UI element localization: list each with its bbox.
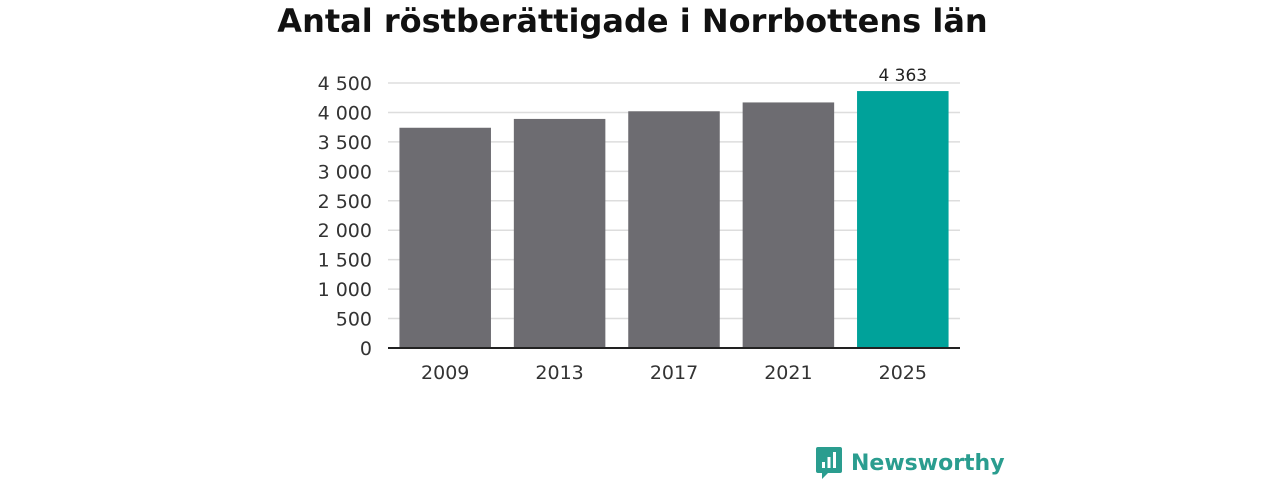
bar-2025 <box>857 91 949 348</box>
y-tick-label: 1 500 <box>318 250 372 272</box>
data-label: 4 363 <box>878 66 927 86</box>
y-tick-label: 1 000 <box>318 279 372 301</box>
bar-chart: 0 500 1 000 1 500 2 000 2 500 3 000 3 500 4 000 4… <box>318 66 960 384</box>
x-tick-label: 2021 <box>764 362 812 384</box>
bars <box>399 91 949 349</box>
brand-name: Newsworthy <box>851 450 1005 476</box>
y-tick-label: 500 <box>336 309 372 331</box>
y-tick-label: 3 000 <box>318 161 372 183</box>
labels: 0 500 1 000 1 500 2 000 2 500 3 000 3 500 4 000 4… <box>318 66 928 384</box>
x-tick-label: 2017 <box>650 362 698 384</box>
newsworthy-logo-icon <box>816 447 842 479</box>
y-tick-label: 3 500 <box>318 132 372 154</box>
bar-2013 <box>513 118 606 348</box>
y-tick-label: 4 000 <box>318 102 372 124</box>
bar-2017 <box>628 111 720 349</box>
bar-2021 <box>742 102 835 348</box>
x-tick-label: 2025 <box>879 362 927 384</box>
y-tick-label: 4 500 <box>318 73 372 95</box>
y-tick-label: 2 500 <box>318 191 372 213</box>
y-tick-label: 0 <box>360 338 372 360</box>
brand-logo: Newsworthy <box>815 446 1005 480</box>
y-tick-label: 2 000 <box>318 220 372 242</box>
x-tick-label: 2009 <box>421 362 469 384</box>
x-tick-label: 2013 <box>535 362 583 384</box>
chart-title: Antal röstberättigade i Norrbottens län <box>277 2 988 40</box>
bar-2009 <box>399 127 491 348</box>
